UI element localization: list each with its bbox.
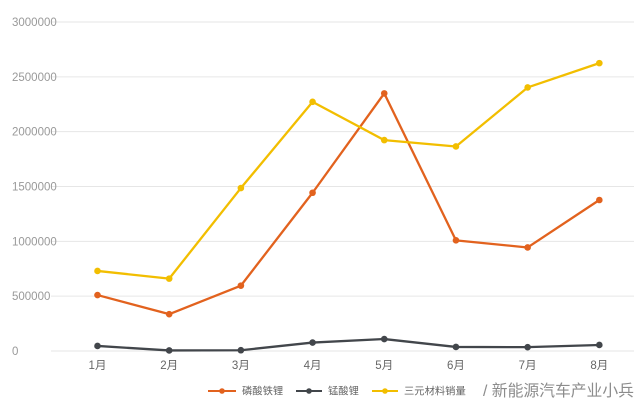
svg-text:锰酸锂: 锰酸锂 [328, 384, 359, 397]
svg-text:7月: 7月 [519, 360, 537, 372]
svg-text:三元材料销量: 三元材料销量 [404, 384, 466, 397]
svg-text:5月: 5月 [375, 360, 393, 372]
svg-text:1500000: 1500000 [12, 182, 57, 194]
svg-text:3000000: 3000000 [12, 17, 57, 29]
svg-text:磷酸铁锂: 磷酸铁锂 [242, 384, 283, 397]
svg-text:1000000: 1000000 [12, 236, 57, 248]
svg-text:3月: 3月 [232, 360, 250, 372]
svg-text:0: 0 [12, 346, 18, 358]
svg-text:500000: 500000 [12, 291, 50, 303]
svg-text:6月: 6月 [447, 360, 465, 372]
svg-text:4月: 4月 [304, 360, 322, 372]
svg-text:1月: 1月 [89, 360, 107, 372]
svg-text:2500000: 2500000 [12, 72, 57, 84]
svg-text:2月: 2月 [160, 360, 178, 372]
svg-text:8月: 8月 [590, 360, 608, 372]
svg-text:/ 新能源汽车产业小兵: / 新能源汽车产业小兵 [483, 382, 634, 400]
svg-text:2000000: 2000000 [12, 127, 57, 139]
